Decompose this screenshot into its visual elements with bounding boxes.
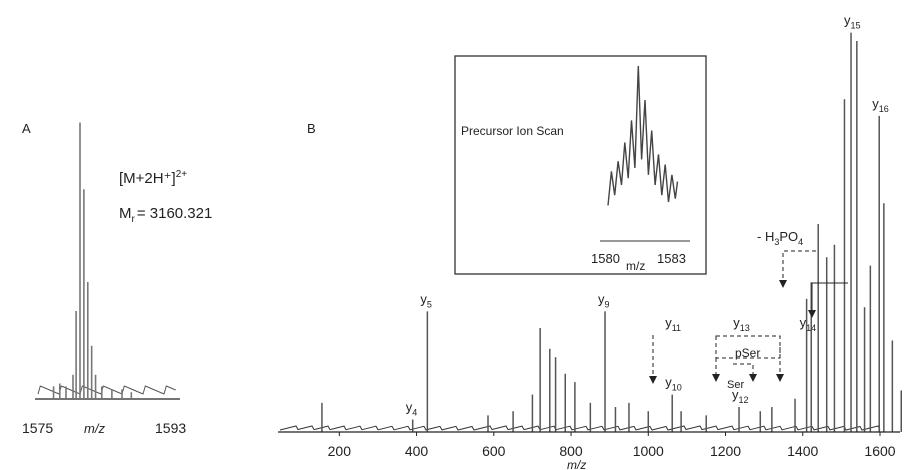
molecular-mass: Mr = 3160.321 — [119, 205, 212, 225]
ion-label-y10: y10 — [665, 375, 682, 393]
pser-arrow-head — [712, 374, 720, 382]
panel-a-axis-label: m/z — [84, 421, 105, 436]
ion-label-y9: y9 — [598, 291, 610, 309]
panel-b-peaks — [279, 32, 902, 432]
loss-arrow-dashed-1 — [782, 250, 816, 282]
tick-label-1600: 1600 — [864, 443, 895, 459]
panel-b-ion-labels: y4 y5 y9 y10 y12 y15 y16 y11 y13 y14 — [406, 13, 889, 418]
ser-label: Ser — [727, 379, 744, 391]
tick-label-400: 400 — [405, 443, 429, 459]
ion-formula: [M+2H⁺]2+ — [119, 169, 187, 187]
ion-label-y11: y11 — [665, 315, 681, 333]
inset-axis-label: m/z — [626, 259, 645, 273]
inset-title: Precursor Ion Scan — [461, 124, 564, 138]
inset-tick-start: 1580 — [591, 251, 620, 266]
loss-arrow-head-1 — [779, 280, 787, 288]
ser-arrow-head — [749, 374, 757, 382]
tick-label-200: 200 — [328, 443, 352, 459]
tick-label-800: 800 — [559, 443, 583, 459]
ion-label-y14: y14 — [800, 315, 817, 333]
ion-label-y4: y4 — [406, 400, 418, 418]
y11-arrow — [649, 335, 657, 384]
tick-label-1000: 1000 — [633, 443, 664, 459]
neutral-loss-annotation: - H3PO4 — [757, 229, 848, 318]
tick-label-1400: 1400 — [787, 443, 818, 459]
pser-bracket — [715, 335, 781, 359]
panel-b-ticks: 200 400 600 800 1000 1200 1400 1600 — [328, 432, 896, 459]
panel-a-tick-end: 1593 — [155, 420, 186, 436]
loss-arrow-2 — [811, 282, 848, 312]
ser-bracket — [733, 363, 754, 376]
loss-arrow-head-2 — [808, 310, 816, 318]
inset-frame — [454, 55, 707, 275]
precursor-inset: Precursor Ion Scan 1580 m/z 1583 — [454, 55, 707, 275]
ion-label-y16: y16 — [872, 96, 889, 114]
h3po4-loss-label: - H3PO4 — [757, 229, 803, 247]
panel-a-tick-start: 1575 — [22, 420, 53, 436]
panel-b-label: B — [307, 121, 316, 136]
pser-label: pSer — [735, 346, 760, 360]
panel-a-label: A — [22, 121, 31, 136]
panel-b-baseline-noise — [279, 425, 881, 431]
y11-arrow-head — [649, 376, 657, 384]
ion-label-y5: y5 — [420, 291, 432, 309]
tick-label-1200: 1200 — [710, 443, 741, 459]
panel-a: A [M+2H⁺]2+ Mr = 3160.321 1575 m/z 1593 — [22, 121, 212, 436]
panel-b-axis-label: m/z — [567, 458, 586, 470]
ion-label-y12: y12 — [732, 387, 749, 405]
ion-label-y15: y15 — [844, 13, 861, 31]
pser-annotation: pSer Ser — [712, 335, 784, 391]
ion-label-y13: y13 — [733, 315, 750, 333]
panel-a-peaks — [37, 122, 176, 398]
pser-right-arrow-head — [776, 374, 784, 382]
inset-trace — [607, 65, 679, 206]
tick-label-600: 600 — [482, 443, 506, 459]
inset-tick-end: 1583 — [657, 251, 686, 266]
panel-a-baseline-noise — [37, 385, 176, 395]
panel-b: B y4 y5 y9 y10 y12 y15 y16 y11 y13 y14 200 400 600 8… — [278, 13, 902, 470]
